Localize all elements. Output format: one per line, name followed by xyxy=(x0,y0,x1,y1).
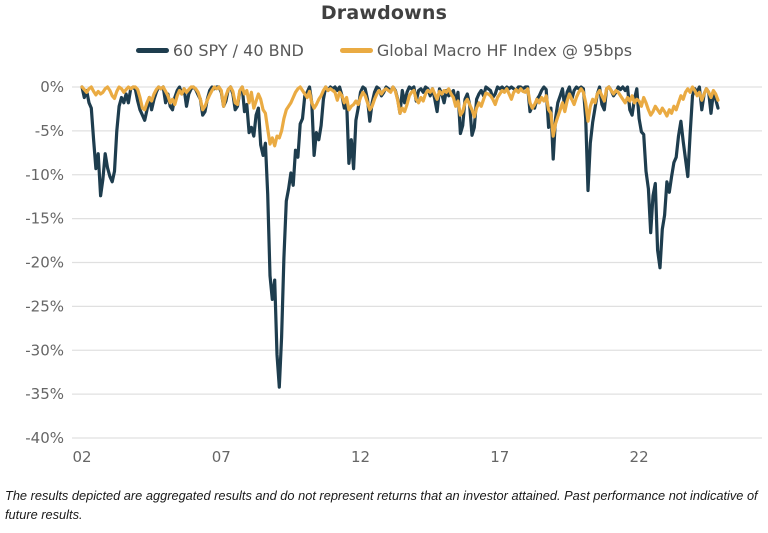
legend-line-swatch-gold xyxy=(339,48,373,53)
y-tick--20%: -20% xyxy=(25,254,64,272)
series-line-global-macro xyxy=(80,85,720,148)
y-tick--15%: -15% xyxy=(25,210,64,228)
disclaimer-footnote: The results depicted are aggregated resu… xyxy=(5,488,758,522)
legend-item-60spy-40bnd: 60 SPY / 40 BND xyxy=(135,41,304,60)
series-line-60spy-40bnd xyxy=(80,85,720,389)
y-tick-0%: 0% xyxy=(40,78,64,96)
legend-item-global-macro: Global Macro HF Index @ 95bps xyxy=(339,41,633,60)
x-tick-17: 17 xyxy=(490,448,509,466)
y-tick--35%: -35% xyxy=(25,385,64,403)
x-tick-22: 22 xyxy=(630,448,649,466)
y-tick--25%: -25% xyxy=(25,297,64,315)
y-tick--10%: -10% xyxy=(25,166,64,184)
x-tick-07: 07 xyxy=(212,448,231,466)
x-tick-12: 12 xyxy=(351,448,370,466)
y-tick--40%: -40% xyxy=(25,429,64,447)
chart-legend: 60 SPY / 40 BND Global Macro HF Index @ … xyxy=(0,41,768,60)
y-tick--30%: -30% xyxy=(25,341,64,359)
chart-title: Drawdowns xyxy=(320,2,448,24)
legend-label-60spy-40bnd: 60 SPY / 40 BND xyxy=(172,41,304,60)
y-tick--5%: -5% xyxy=(35,122,64,140)
legend-line-swatch-dark xyxy=(135,48,169,53)
x-tick-02: 02 xyxy=(72,448,91,466)
legend-label-global-macro: Global Macro HF Index @ 95bps xyxy=(376,41,633,60)
drawdowns-line-chart: 0% -5% -10% -15% -20% -25% -30% -35% -40% 02 07 12 1… xyxy=(25,78,762,466)
